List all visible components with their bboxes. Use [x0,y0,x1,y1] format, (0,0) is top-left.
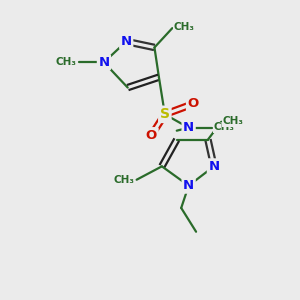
Text: CH₃: CH₃ [174,22,195,32]
Text: O: O [188,98,199,110]
Text: CH₃: CH₃ [214,122,235,132]
Text: CH₃: CH₃ [55,57,76,67]
Text: S: S [160,107,170,121]
Text: CH₃: CH₃ [113,175,134,185]
Text: O: O [146,129,157,142]
Text: N: N [183,179,194,192]
Text: N: N [121,35,132,48]
Text: CH₃: CH₃ [223,116,244,126]
Text: N: N [208,160,220,173]
Text: N: N [183,121,194,134]
Text: N: N [98,56,110,69]
